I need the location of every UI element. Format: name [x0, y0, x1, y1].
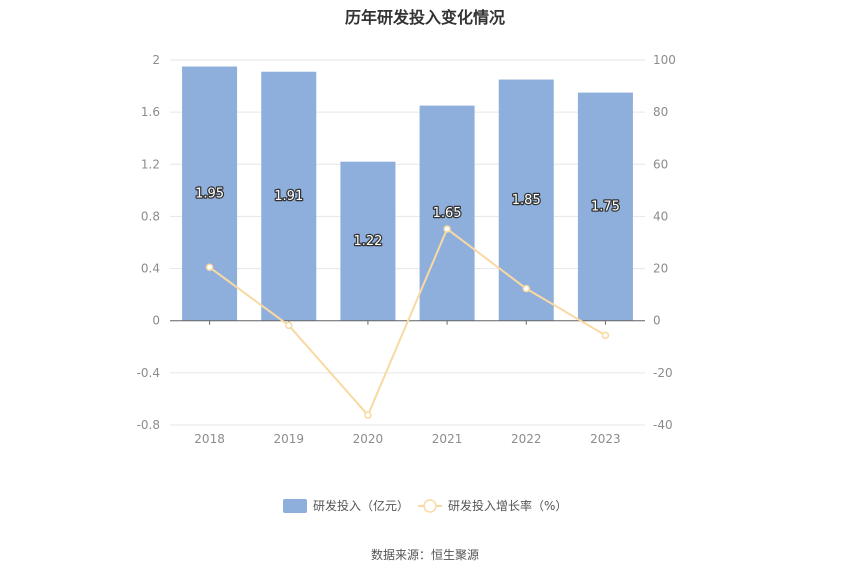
y-left-tick-label: 0 [152, 314, 160, 328]
y-left-tick-label: -0.4 [137, 366, 160, 380]
bar-data-label: 1.65 [433, 206, 462, 221]
y-right-tick-label: 0 [653, 314, 661, 328]
legend-line-label: 研发投入增长率（%） [448, 498, 567, 513]
bar [419, 105, 475, 321]
y-left-tick-label: 1.2 [141, 157, 160, 171]
x-tick-label: 2022 [511, 432, 542, 446]
legend-line-marker [423, 499, 437, 513]
bar [577, 92, 633, 321]
y-left-tick-label: -0.8 [137, 418, 160, 432]
legend-bar-swatch [283, 499, 307, 513]
x-tick-label: 2018 [194, 432, 225, 446]
growth-point [285, 321, 293, 330]
legend-bar-label: 研发投入（亿元） [313, 498, 409, 513]
y-left-tick-label: 2 [152, 53, 160, 67]
bar [182, 66, 238, 321]
bar [340, 161, 396, 321]
y-right-tick-label: 100 [653, 53, 676, 67]
y-right-tick-label: -40 [653, 418, 673, 432]
bar [498, 79, 554, 321]
y-right-tick-label: -20 [653, 366, 673, 380]
x-tick-label: 2019 [273, 432, 304, 446]
bar-data-label: 1.75 [591, 200, 620, 215]
growth-point [443, 225, 451, 233]
bar-data-label: 1.95 [195, 187, 224, 202]
growth-point [601, 331, 610, 340]
data-source: 数据来源：恒生聚源 [370, 548, 479, 562]
bar-data-label: 1.85 [512, 193, 541, 208]
growth-point [364, 411, 372, 419]
y-left-tick-label: 0.8 [141, 209, 160, 223]
x-tick-label: 2021 [432, 432, 463, 446]
x-tick-label: 2020 [353, 432, 384, 446]
growth-line [208, 227, 606, 417]
x-tick-label: 2023 [590, 432, 621, 446]
y-right-tick-label: 20 [653, 262, 668, 276]
y-right-tick-label: 40 [653, 209, 668, 223]
y-left-tick-label: 1.6 [141, 105, 160, 119]
growth-point [205, 263, 214, 272]
y-left-tick-label: 0.4 [141, 262, 160, 276]
bar-data-label: 1.91 [274, 189, 303, 204]
bar-data-label: 1.22 [353, 234, 382, 249]
y-right-tick-label: 60 [653, 157, 668, 171]
y-right-tick-label: 80 [653, 105, 668, 119]
growth-point [522, 284, 530, 293]
chart-title: 历年研发投入变化情况 [344, 8, 505, 27]
bar [261, 71, 317, 321]
